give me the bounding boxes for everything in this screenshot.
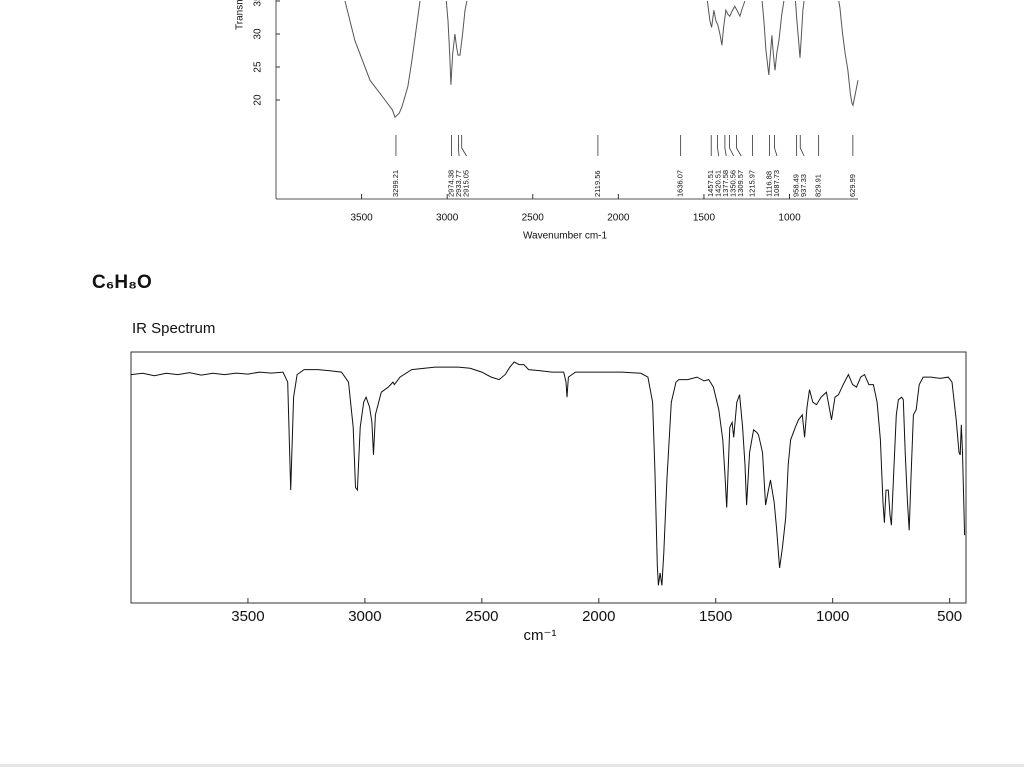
peak-label: 1350.56 [729,170,738,197]
peak-label: 1420.51 [714,170,723,197]
y-tick-label: 20 [253,94,264,106]
x-tick-label: 2000 [582,608,615,625]
peak-label: 1636.07 [676,170,685,197]
peak-marker [724,135,727,157]
x-tick-label: 1500 [693,213,716,224]
y-tick-label: 30 [253,28,264,40]
y-tick-label: 35 [253,0,264,7]
peak-label: 937.33 [799,174,808,197]
peak-label: 2119.56 [593,170,602,197]
peak-label: 1087.73 [772,170,781,197]
peak-marker [774,135,778,157]
formula-heading: C₆H₈O [92,272,152,293]
y-axis-label: Transmittance [235,0,246,30]
peak-label: 2974.38 [447,170,456,197]
x-axis-label: cm⁻¹ [524,627,557,644]
y-tick-label: 25 [253,61,264,73]
x-tick-label: 2500 [522,213,545,224]
x-tick-label: 1000 [816,608,849,625]
spectrum-line [130,361,966,586]
peak-label: 1457.51 [706,170,715,197]
chart-title: IR Spectrum [132,320,215,337]
peak-label: 829.91 [814,174,823,197]
x-axis-label: Wavenumber cm-1 [523,231,608,242]
peak-label: 1309.57 [736,170,745,197]
peak-marker [458,135,460,157]
peak-label: 3299.21 [391,170,400,197]
peak-label: 2933.77 [454,170,463,197]
peak-marker [461,135,467,157]
x-tick-label: 3500 [350,213,373,224]
peak-label: 629.99 [848,174,857,197]
x-tick-label: 3000 [348,608,381,625]
x-tick-label: 1500 [699,608,732,625]
x-tick-label: 500 [937,608,962,625]
plot-frame [130,351,967,604]
peak-marker [736,135,742,157]
peak-marker [729,135,735,157]
peak-label: 958.49 [792,174,801,197]
peak-label: 1215.97 [748,170,757,197]
peak-label: 1116.88 [765,171,774,197]
peak-label: 2915.05 [462,170,471,197]
peak-label: 1377.58 [721,170,730,197]
peak-marker [717,135,720,157]
page-footer-rule [0,764,1024,767]
x-tick-label: 1000 [778,213,801,224]
x-tick-label: 3000 [436,213,459,224]
x-tick-label: 2500 [465,608,498,625]
x-tick-label: 3500 [231,608,264,625]
spectrum-line [344,0,859,119]
peak-marker [799,135,805,157]
x-tick-label: 2000 [607,213,630,224]
